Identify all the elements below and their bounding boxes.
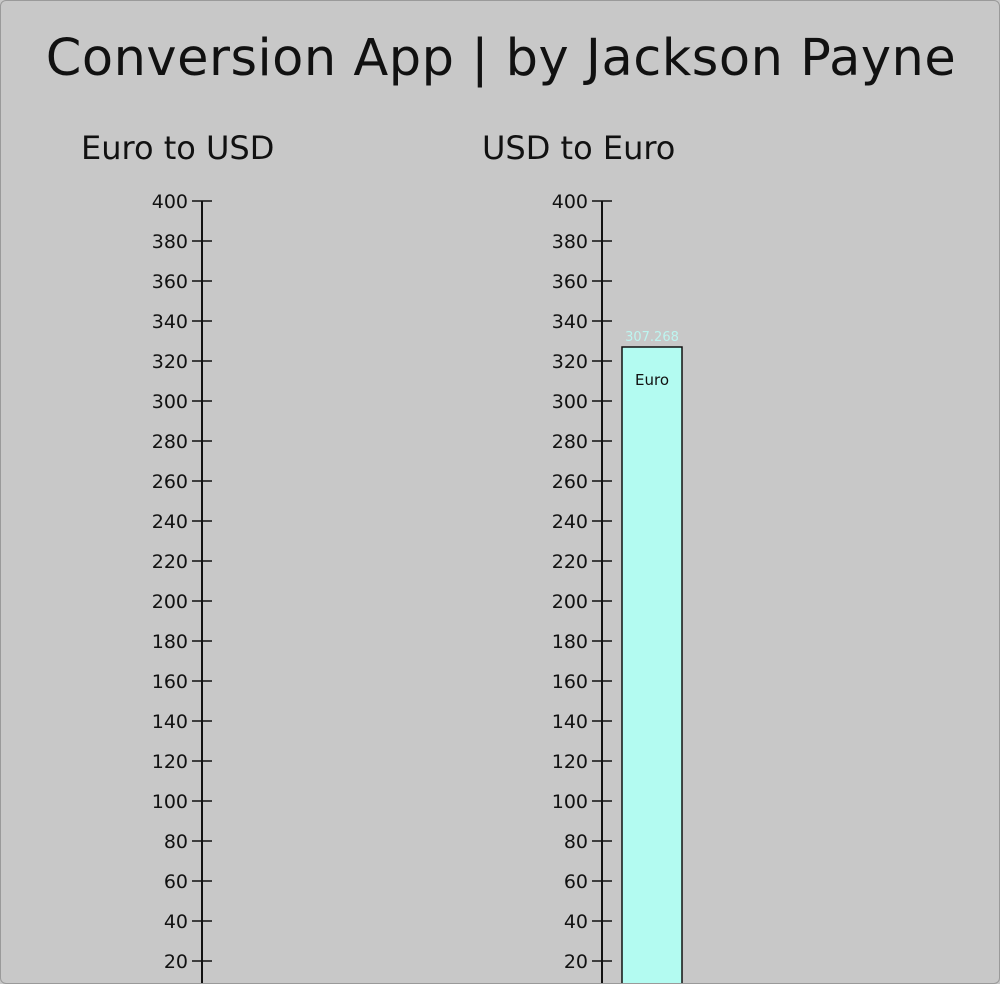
- y-tick-label: 360: [552, 271, 588, 293]
- y-tick-label: 340: [152, 311, 188, 333]
- y-tick-label: 200: [552, 591, 588, 613]
- y-tick-label: 140: [152, 711, 188, 733]
- chart-title-usd-to-euro: USD to Euro: [482, 129, 676, 167]
- y-tick-label: 80: [564, 831, 588, 853]
- y-tick-label: 320: [152, 351, 188, 373]
- y-tick-label: 400: [552, 191, 588, 213]
- y-tick-label: 220: [552, 551, 588, 573]
- y-tick-label: 60: [564, 871, 588, 893]
- y-tick-label: 400: [152, 191, 188, 213]
- y-tick-label: 40: [564, 911, 588, 933]
- y-tick-label: 340: [552, 311, 588, 333]
- y-tick-label: 160: [152, 671, 188, 693]
- y-tick-label: 20: [164, 951, 188, 973]
- y-tick-label: 40: [164, 911, 188, 933]
- y-tick-label: 240: [152, 511, 188, 533]
- y-tick-label: 240: [552, 511, 588, 533]
- chart-title-euro-to-usd: Euro to USD: [81, 129, 275, 167]
- y-tick-label: 180: [552, 631, 588, 653]
- app-title: Conversion App | by Jackson Payne: [45, 29, 957, 88]
- y-tick-label: 80: [164, 831, 188, 853]
- y-tick-label: 380: [152, 231, 188, 253]
- y-tick-label: 280: [552, 431, 588, 453]
- y-tick-label: 320: [552, 351, 588, 373]
- y-tick-label: 20: [564, 951, 588, 973]
- y-tick-label: 120: [152, 751, 188, 773]
- y-tick-label: 380: [552, 231, 588, 253]
- y-tick-label: 140: [552, 711, 588, 733]
- y-tick-label: 300: [152, 391, 188, 413]
- y-tick-label: 100: [552, 791, 588, 813]
- y-tick-label: 60: [164, 871, 188, 893]
- y-tick-label: 260: [152, 471, 188, 493]
- y-tick-label: 100: [152, 791, 188, 813]
- bar-category-label: Euro: [635, 371, 669, 389]
- y-tick-label: 260: [552, 471, 588, 493]
- y-tick-label: 220: [152, 551, 188, 573]
- chart-usd-to-euro: 400 380 360 340 320 300 280 260 240 220 200 180 160 1…: [552, 191, 683, 983]
- y-tick-label: 360: [152, 271, 188, 293]
- y-tick-label: 180: [152, 631, 188, 653]
- y-tick-label: 280: [152, 431, 188, 453]
- y-tick-label: 200: [152, 591, 188, 613]
- y-tick-label: 120: [552, 751, 588, 773]
- chart-euro-to-usd: 400 380 360 340 320 300 280 260 240 220 200 180 160 1…: [152, 191, 212, 983]
- y-tick-label: 300: [552, 391, 588, 413]
- bar-value-label: 307.268: [625, 330, 679, 345]
- bar: [621, 346, 683, 983]
- y-tick-label: 160: [552, 671, 588, 693]
